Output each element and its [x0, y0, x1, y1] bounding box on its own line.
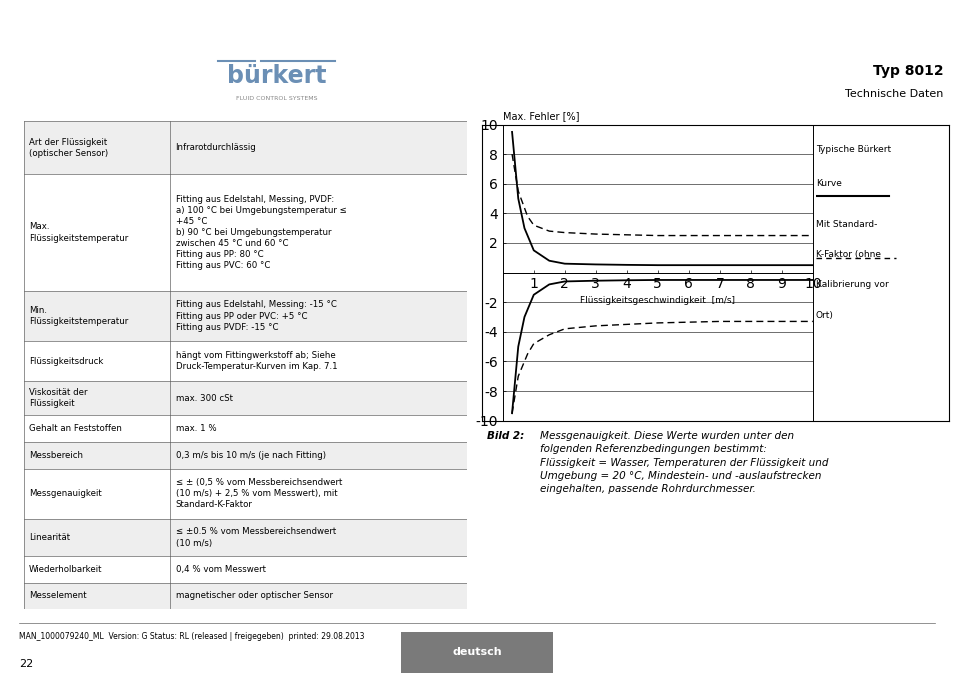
Bar: [24, 556, 467, 583]
Text: Kurve: Kurve: [815, 178, 841, 188]
Text: Mit Standard-: Mit Standard-: [815, 220, 876, 229]
Text: Art der Flüssigkeit
(optischer Sensor): Art der Flüssigkeit (optischer Sensor): [30, 137, 109, 157]
Text: Flüssigkeitsdruck: Flüssigkeitsdruck: [30, 357, 104, 365]
Text: 22: 22: [19, 659, 33, 669]
Text: Infrarotdurchlässig: Infrarotdurchlässig: [175, 143, 256, 152]
Text: K-Faktor (ohne: K-Faktor (ohne: [815, 250, 880, 259]
Bar: [24, 291, 467, 341]
Text: Kalibrierung vor: Kalibrierung vor: [815, 281, 887, 289]
X-axis label: Flüssigkeitsgeschwindigkeit  [m/s]: Flüssigkeitsgeschwindigkeit [m/s]: [579, 295, 735, 305]
Text: Viskosität der
Flüssigkeit: Viskosität der Flüssigkeit: [30, 388, 88, 409]
Text: Min.
Flüssigkeitstemperatur: Min. Flüssigkeitstemperatur: [30, 306, 129, 326]
Bar: [24, 583, 467, 609]
Text: Max.
Flüssigkeitstemperatur: Max. Flüssigkeitstemperatur: [30, 223, 129, 242]
Text: Fitting aus Edelstahl, Messing: -15 °C
Fitting aus PP oder PVC: +5 °C
Fitting au: Fitting aus Edelstahl, Messing: -15 °C F…: [175, 300, 336, 332]
Bar: [24, 121, 467, 174]
Text: Messbereich: Messbereich: [30, 451, 83, 460]
Text: Bild 2:: Bild 2:: [486, 431, 523, 441]
Text: max. 1 %: max. 1 %: [175, 424, 216, 433]
Text: bürkert: bürkert: [227, 65, 326, 88]
Bar: [24, 174, 467, 291]
Bar: [24, 442, 467, 468]
Text: Messgenauigkeit: Messgenauigkeit: [30, 489, 102, 498]
Text: FLUID CONTROL SYSTEMS: FLUID CONTROL SYSTEMS: [235, 96, 317, 101]
Text: Technische Daten: Technische Daten: [844, 89, 943, 98]
Bar: [24, 341, 467, 381]
Bar: [400, 632, 553, 673]
Text: MAN_1000079240_ML  Version: G Status: RL (released | freigegeben)  printed: 29.0: MAN_1000079240_ML Version: G Status: RL …: [19, 632, 364, 641]
Bar: [24, 468, 467, 519]
Text: deutsch: deutsch: [452, 647, 501, 658]
Text: magnetischer oder optischer Sensor: magnetischer oder optischer Sensor: [175, 592, 333, 600]
Bar: [24, 519, 467, 556]
Text: max. 300 cSt: max. 300 cSt: [175, 394, 233, 402]
Text: Max. Fehler [%]: Max. Fehler [%]: [502, 111, 578, 121]
Text: 0,4 % vom Messwert: 0,4 % vom Messwert: [175, 565, 265, 574]
Text: ≤ ±0.5 % vom Messbereichsendwert
(10 m/s): ≤ ±0.5 % vom Messbereichsendwert (10 m/s…: [175, 528, 335, 548]
Text: Wiederholbarkeit: Wiederholbarkeit: [30, 565, 103, 574]
Text: hängt vom Fittingwerkstoff ab; Siehe
Druck-Temperatur-Kurven im Kap. 7.1: hängt vom Fittingwerkstoff ab; Siehe Dru…: [175, 351, 336, 371]
Text: Linearität: Linearität: [30, 533, 71, 542]
Text: 0,3 m/s bis 10 m/s (je nach Fitting): 0,3 m/s bis 10 m/s (je nach Fitting): [175, 451, 325, 460]
Text: Messelement: Messelement: [30, 592, 87, 600]
Text: Typische Bürkert: Typische Bürkert: [815, 145, 890, 153]
Text: Messgenauigkeit. Diese Werte wurden unter den
folgenden Referenzbedingungen best: Messgenauigkeit. Diese Werte wurden unte…: [539, 431, 827, 494]
Text: Gehalt an Feststoffen: Gehalt an Feststoffen: [30, 424, 122, 433]
Bar: [24, 415, 467, 442]
Text: Typ 8012: Typ 8012: [872, 65, 943, 78]
Text: Fitting aus Edelstahl, Messing, PVDF:
a) 100 °C bei Umgebungstemperatur ≤
+45 °C: Fitting aus Edelstahl, Messing, PVDF: a)…: [175, 194, 346, 271]
Text: ≤ ± (0,5 % vom Messbereichsendwert
(10 m/s) + 2,5 % vom Messwert), mit
Standard-: ≤ ± (0,5 % vom Messbereichsendwert (10 m…: [175, 478, 341, 509]
Bar: [24, 381, 467, 415]
Text: Ort): Ort): [815, 310, 833, 320]
